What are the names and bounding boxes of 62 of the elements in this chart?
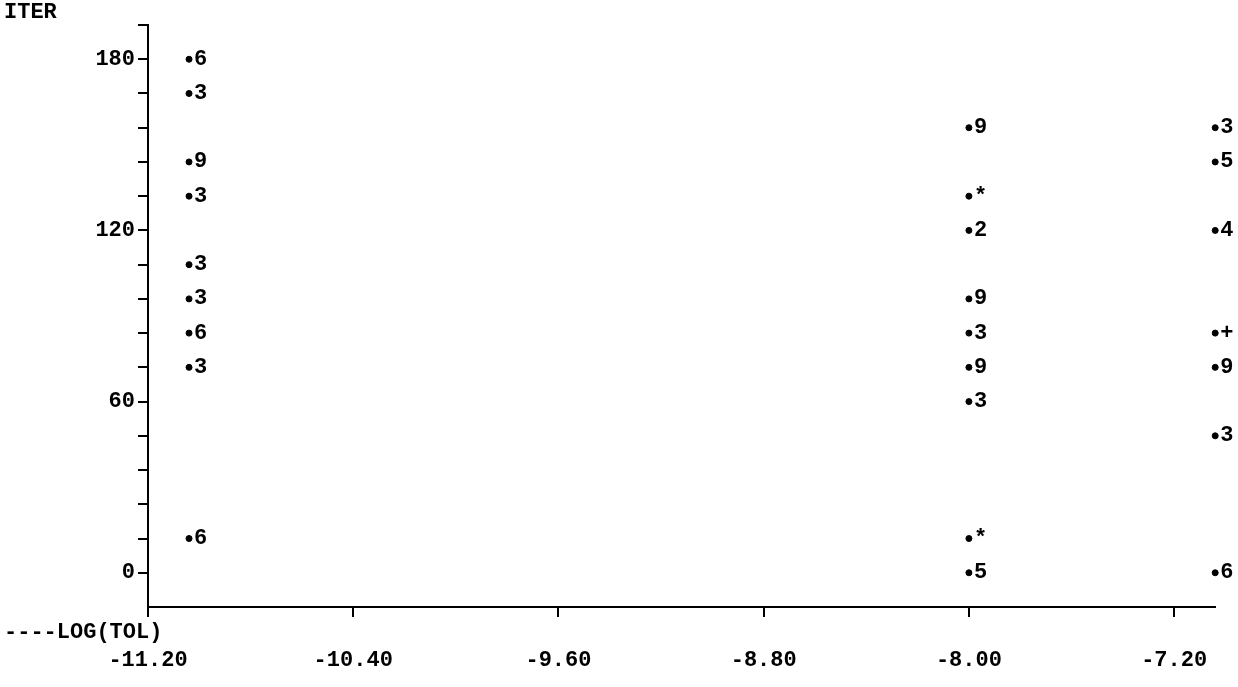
point [185,158,193,166]
x-tick-label: -10.40 [313,647,393,673]
x-tick-label: -8.00 [935,647,1002,673]
point [965,295,973,303]
point [965,192,973,200]
point [965,329,973,337]
y-tick-label: 180 [95,46,135,72]
point [185,55,193,63]
point [185,261,193,269]
point [1211,363,1219,371]
x-tick-label: -9.60 [525,647,592,673]
text: 6 [194,46,208,72]
series-label: 9 [973,115,988,141]
point [185,363,193,371]
point [185,295,193,303]
point [1211,226,1219,234]
point [185,535,193,543]
series-label: 6 [1220,560,1234,586]
series-label: * [973,183,988,209]
point [185,329,193,337]
point [1211,432,1219,440]
point [1211,569,1219,577]
text: 3 [973,320,988,346]
text: * [973,526,988,552]
point [965,569,973,577]
point [1211,158,1219,166]
y-axis-title: ITER [4,0,58,25]
y-tick-label: 0 [121,560,135,586]
text: 3 [194,81,208,107]
text: 9 [973,286,988,312]
x-axis-title: ----LOG(TOL) [4,619,163,645]
point [965,535,973,543]
text: 3 [194,354,208,380]
series-label: + [1220,320,1234,346]
text: 9 [194,149,208,175]
point [185,89,193,97]
series-label: 4 [1220,217,1234,243]
x-tick-label: -11.20 [108,647,188,673]
text: 9 [1220,354,1234,380]
x-tick-label: -7.20 [1141,647,1208,673]
text: 3 [194,286,208,312]
point [1211,329,1219,337]
text: 3 [194,252,208,278]
text: 6 [194,320,208,346]
point [1211,124,1219,132]
text: 3 [973,389,988,415]
series-label: 2 [973,217,988,243]
series-label: 5 [973,560,988,586]
point [965,398,973,406]
x-tick-label: -8.80 [730,647,797,673]
point [965,363,973,371]
y-tick-label: 60 [108,389,135,415]
text: 5 [1220,149,1234,175]
text: 3 [1220,423,1234,449]
point [965,226,973,234]
y-tick-label: 120 [95,217,135,243]
point [185,192,193,200]
text: 3 [1220,115,1234,141]
series-label: 3 [194,183,208,209]
text: 6 [194,526,208,552]
point [965,124,973,132]
text: 9 [973,354,988,380]
